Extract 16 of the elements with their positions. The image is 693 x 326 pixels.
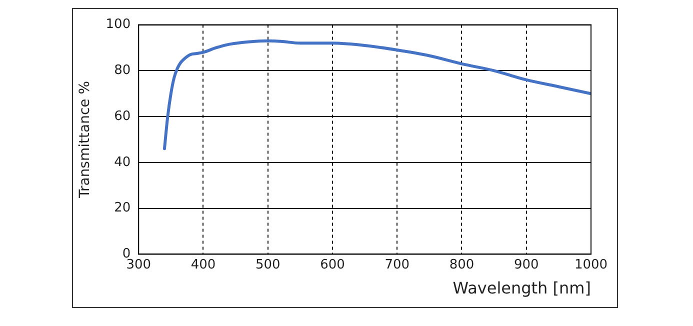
x-tick-label: 700 bbox=[384, 257, 410, 272]
line-series bbox=[162, 39, 591, 150]
y-tick-label: 20 bbox=[114, 200, 131, 216]
y-tick-label: 80 bbox=[114, 63, 131, 78]
x-tick-label: 900 bbox=[514, 257, 539, 272]
x-tick-label: 400 bbox=[190, 257, 216, 272]
y-axis-title: Transmittance % bbox=[77, 80, 94, 200]
y-tick-label: 40 bbox=[114, 154, 131, 170]
x-tick-label: 500 bbox=[255, 257, 280, 272]
x-tick-label: 600 bbox=[320, 257, 345, 272]
x-tick-label: 800 bbox=[449, 257, 474, 272]
y-tick-label: 100 bbox=[106, 17, 131, 32]
y-tick-label: 60 bbox=[114, 108, 131, 124]
x-tick-label: 300 bbox=[126, 257, 152, 272]
x-axis-title: Wavelength [nm] bbox=[452, 278, 591, 298]
x-tick-label: 1000 bbox=[574, 257, 608, 272]
